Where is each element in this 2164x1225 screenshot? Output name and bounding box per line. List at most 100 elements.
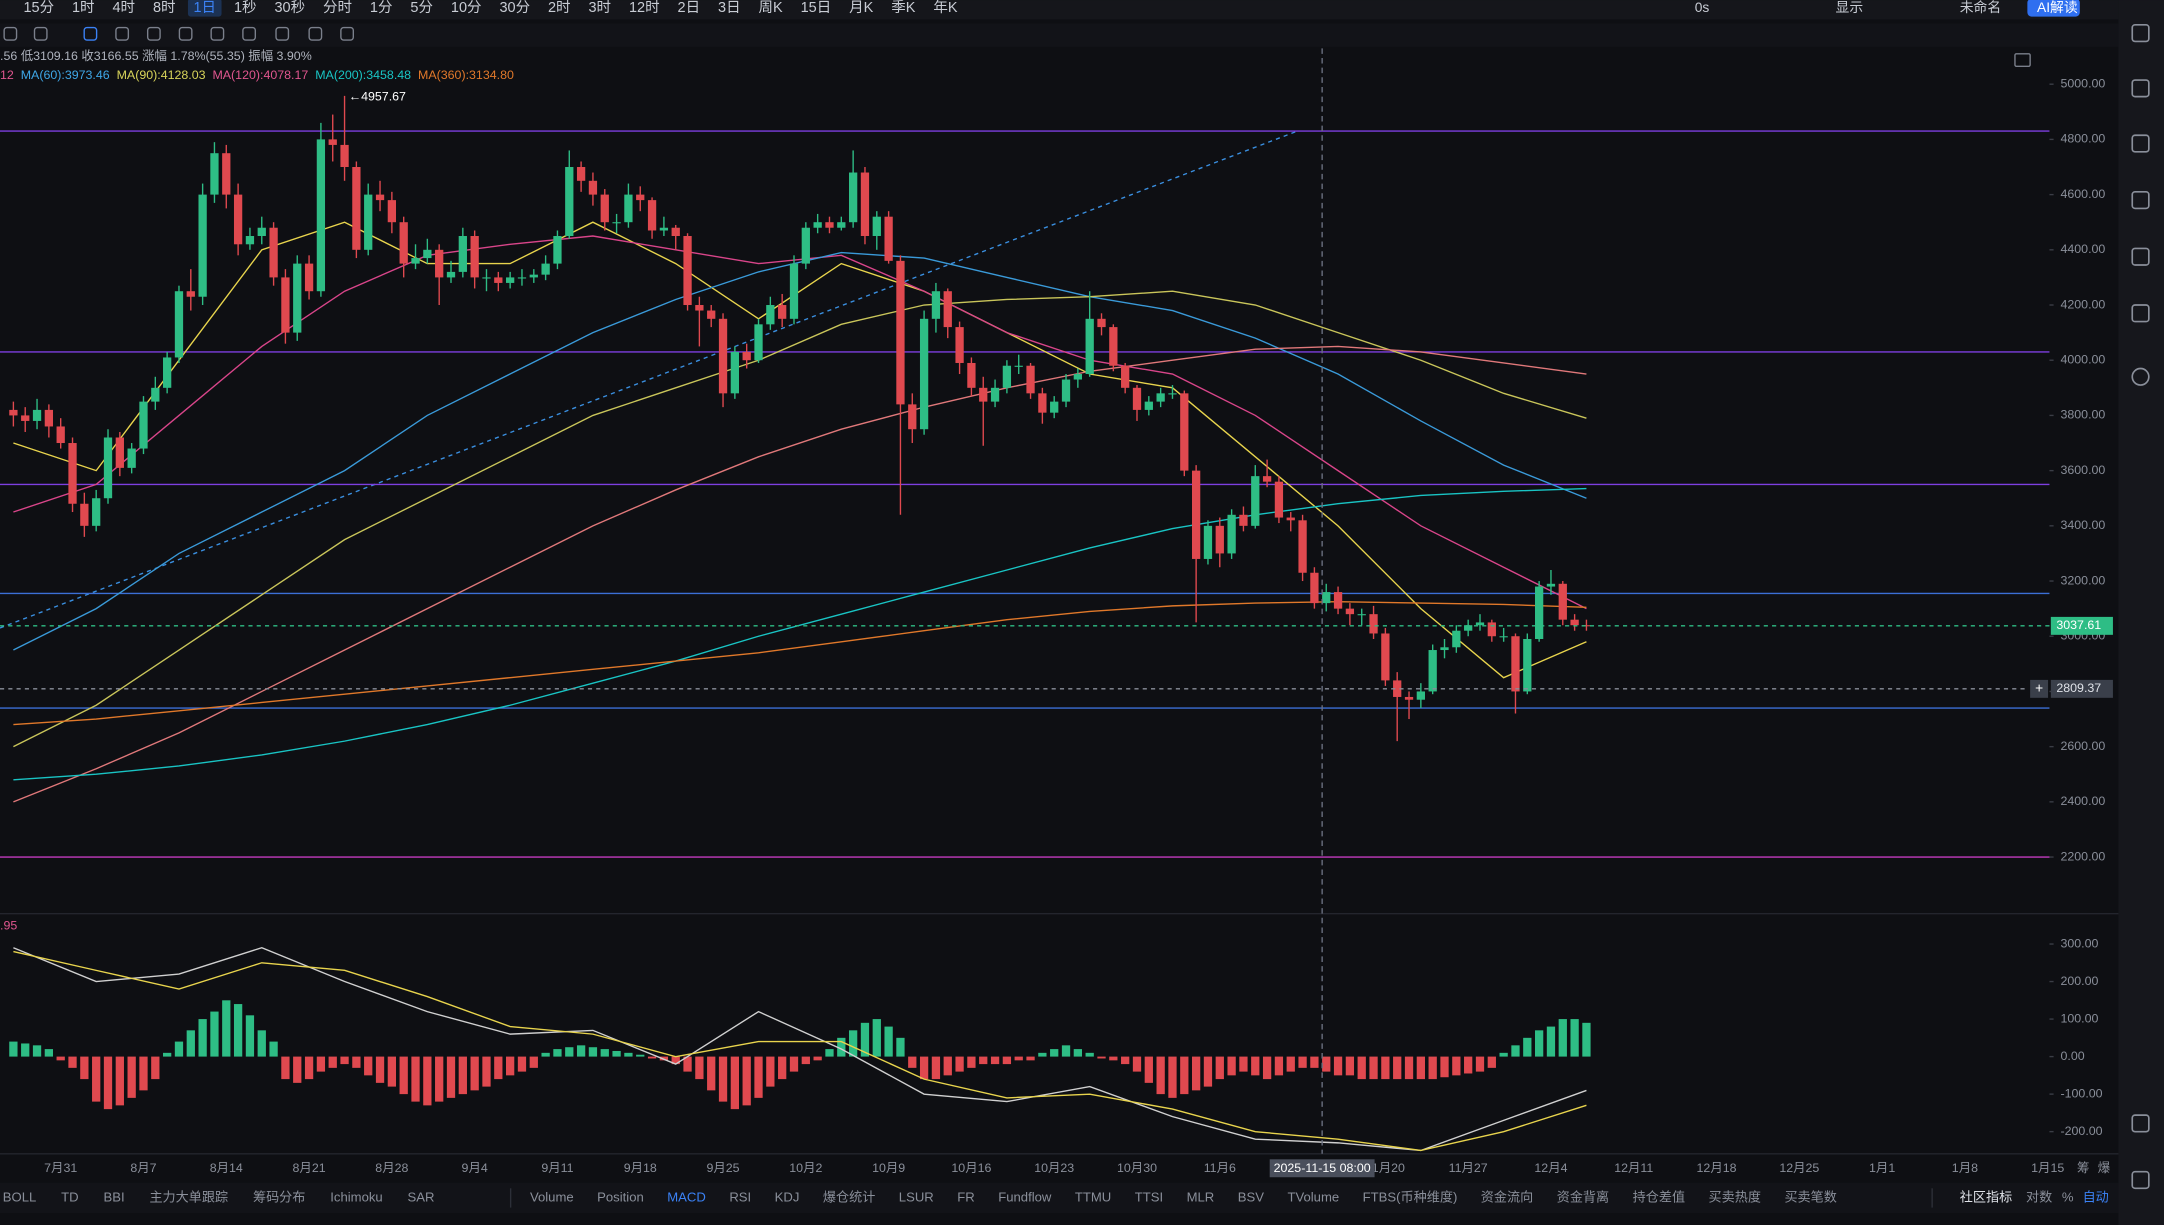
interval-button[interactable]: 30分 — [499, 0, 530, 16]
interval-button[interactable]: 1日 — [193, 0, 216, 16]
tool-icon[interactable] — [242, 26, 257, 41]
sidebar-icon[interactable] — [2131, 134, 2150, 153]
tool-icon[interactable] — [115, 26, 130, 41]
main-indicator-tab[interactable]: Ichimoku — [330, 1189, 382, 1204]
macd-bar — [458, 1056, 467, 1095]
interval-button[interactable]: 1秒 — [234, 0, 257, 16]
sub-indicator-tab[interactable]: 爆仓统计 — [823, 1189, 875, 1204]
chart-option[interactable]: 自动 — [2083, 1189, 2109, 1204]
sidebar-icon[interactable] — [2131, 247, 2150, 266]
interval-button[interactable]: 年K — [933, 0, 957, 16]
candle-body — [1215, 525, 1224, 554]
sub-indicator-tab[interactable]: 持仓差值 — [1633, 1189, 1685, 1204]
chart-option[interactable]: % — [2062, 1189, 2074, 1204]
sidebar-icon[interactable] — [2131, 1114, 2150, 1133]
sub-indicator-tab[interactable]: 资金背离 — [1557, 1188, 1609, 1204]
tool-icon[interactable] — [308, 26, 323, 41]
sub-indicator-tab[interactable]: FTBS(币种维度) — [1363, 1189, 1458, 1204]
interval-button[interactable]: 2时 — [548, 0, 571, 16]
macd-bar — [1286, 1056, 1295, 1072]
toolbar-right-item[interactable]: AI解读 — [2037, 0, 2078, 15]
tool-icon[interactable] — [340, 26, 354, 41]
sidebar-icon[interactable] — [2131, 24, 2150, 43]
sub-indicator-tab[interactable]: TVolume — [1287, 1189, 1339, 1204]
macd-bar — [1322, 1056, 1331, 1072]
sub-indicator-tab[interactable]: Fundflow — [998, 1189, 1052, 1204]
sub-indicator-tab[interactable]: KDJ — [775, 1189, 800, 1204]
interval-button[interactable]: 15分 — [23, 0, 54, 16]
interval-button[interactable]: 2日 — [678, 0, 701, 16]
macd-bar — [766, 1056, 775, 1087]
add-alert-button[interactable] — [2030, 679, 2049, 698]
candle-body — [139, 401, 148, 449]
x-tick-label: 1月1 — [1869, 1161, 1895, 1175]
sub-indicator-tab[interactable]: TTSI — [1135, 1189, 1163, 1204]
sub-indicator-tab[interactable]: BSV — [1238, 1189, 1264, 1204]
sub-indicator-tab[interactable]: LSUR — [899, 1189, 934, 1204]
interval-button[interactable]: 4时 — [113, 0, 136, 16]
chart-option[interactable]: 社区指标 — [1960, 1189, 2012, 1204]
candle-body — [671, 227, 680, 237]
interval-button[interactable]: 月K — [849, 0, 873, 16]
sidebar-icon[interactable] — [2131, 1170, 2150, 1190]
macd-bar — [1310, 1056, 1319, 1068]
axis-corner-label[interactable]: 筹 — [2077, 1160, 2089, 1175]
tool-icon[interactable] — [275, 26, 290, 41]
sub-indicator-tab[interactable]: 资金流向 — [1481, 1189, 1533, 1204]
toolbar-right-item[interactable]: 显示 — [1836, 0, 1864, 15]
interval-button[interactable]: 1时 — [72, 0, 95, 16]
sub-indicator-tab[interactable]: RSI — [729, 1189, 751, 1204]
interval-button[interactable]: 周K — [759, 0, 783, 16]
interval-button[interactable]: 12时 — [629, 0, 660, 16]
sub-indicator-tab[interactable]: 买卖笔数 — [1784, 1189, 1836, 1204]
fullscreen-icon[interactable] — [2014, 53, 2031, 67]
sub-indicator-tab[interactable]: 买卖热度 — [1709, 1189, 1761, 1204]
sidebar-icon[interactable] — [2131, 191, 2150, 210]
last-price-label: 3037.61 — [2056, 618, 2101, 632]
interval-button[interactable]: 3时 — [588, 0, 611, 16]
interval-button[interactable]: 1分 — [370, 0, 393, 16]
tool-icon[interactable] — [83, 26, 98, 41]
candle-body — [1487, 622, 1496, 637]
interval-button[interactable]: 3日 — [718, 0, 741, 16]
chart-option[interactable]: 对数 — [2026, 1189, 2052, 1204]
interval-button[interactable]: 季K — [891, 0, 915, 16]
main-indicator-tab[interactable]: TD — [61, 1189, 78, 1204]
interval-button[interactable]: 分时 — [323, 0, 352, 16]
sub-indicator-tab[interactable]: Volume — [530, 1189, 574, 1204]
toolbar-right-item[interactable]: 未命名 — [1960, 0, 2001, 15]
interval-button[interactable]: 5分 — [410, 0, 433, 16]
macd-bar — [695, 1056, 704, 1080]
interval-button[interactable]: 8时 — [153, 0, 176, 16]
sub-indicator-tab[interactable]: TTMU — [1075, 1189, 1111, 1204]
tool-icon[interactable] — [3, 26, 18, 41]
macd-tick-label: 200.00 — [2060, 974, 2098, 988]
interval-button[interactable]: 30秒 — [274, 0, 305, 16]
sidebar-icon[interactable] — [2131, 367, 2150, 386]
interval-button[interactable]: 15日 — [801, 0, 832, 16]
macd-bar — [352, 1056, 361, 1068]
sub-indicator-tab[interactable]: FR — [957, 1189, 974, 1204]
axis-corner-label[interactable]: 爆 — [2098, 1161, 2111, 1175]
tool-icon[interactable] — [146, 26, 161, 41]
tool-icon[interactable] — [210, 26, 225, 41]
sub-indicator-tab[interactable]: MACD — [667, 1189, 706, 1204]
sidebar-icon[interactable] — [2131, 79, 2150, 98]
tool-icon[interactable] — [33, 26, 48, 41]
interval-button[interactable]: 10分 — [451, 0, 482, 16]
main-indicator-tab[interactable]: 主力大单跟踪 — [149, 1189, 228, 1204]
candle-body — [151, 387, 160, 402]
main-indicator-tab[interactable]: SAR — [408, 1189, 435, 1204]
add-alert-plus[interactable]: + — [2035, 680, 2043, 695]
main-indicator-tab[interactable]: BBI — [103, 1189, 124, 1204]
macd-bar — [364, 1056, 373, 1076]
macd-bar — [612, 1050, 621, 1057]
main-indicator-tab[interactable]: BOLL — [3, 1189, 37, 1204]
toolbar-right-item[interactable]: 0s — [1695, 0, 1710, 15]
sub-indicator-tab[interactable]: Position — [597, 1189, 644, 1204]
sidebar-icon[interactable] — [2131, 304, 2150, 323]
sub-indicator-tab[interactable]: MLR — [1187, 1189, 1215, 1204]
main-indicator-tab[interactable]: 筹码分布 — [253, 1188, 305, 1204]
tool-icon[interactable] — [178, 26, 193, 41]
macd-bar — [103, 1056, 113, 1110]
